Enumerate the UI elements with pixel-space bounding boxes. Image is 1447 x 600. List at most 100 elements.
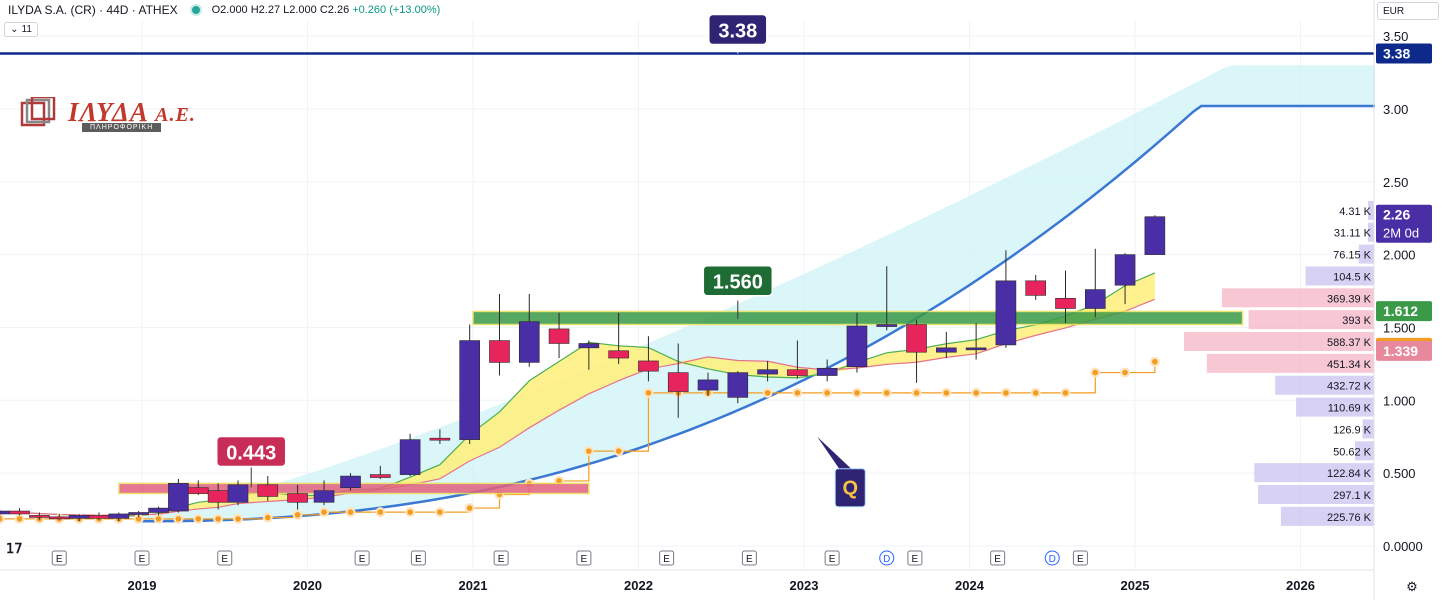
candle-body [1084,289,1106,309]
annotation-q[interactable]: Q [817,436,866,508]
candle[interactable] [1055,270,1076,324]
candle[interactable] [936,331,957,359]
volume-label: 369.39 K [1327,293,1372,305]
support-dot [556,478,562,484]
candle[interactable] [29,512,50,520]
price-label-box[interactable] [1376,43,1432,64]
candle[interactable] [108,512,130,522]
candle[interactable] [548,312,570,359]
marker-shape [1072,550,1088,566]
candle-body [168,483,189,512]
candle[interactable] [340,473,361,491]
candle[interactable] [518,293,540,367]
volume-label: 104.5 K [1333,271,1372,283]
earnings-marker[interactable]: E [907,550,923,566]
candle[interactable] [876,266,898,331]
candle[interactable] [399,433,421,477]
currency-selector[interactable]: EUR [1377,2,1439,20]
price-label-box[interactable] [1376,204,1432,243]
candle-body [846,325,868,368]
dividend-marker[interactable]: D [1044,550,1060,566]
earnings-marker[interactable]: E [741,550,757,566]
candle[interactable] [965,323,987,360]
candle[interactable] [787,340,808,379]
marker-text: E [221,554,228,565]
candle-body [667,372,689,392]
x-tick-label: 2022 [624,578,653,593]
volume-bar [1305,266,1374,286]
candle[interactable] [608,312,629,364]
price-label-text: 2.26 [1383,207,1410,223]
earnings-marker[interactable]: E [354,550,370,566]
candle-body [757,369,778,375]
candle[interactable] [667,343,689,418]
zone-1.560 [472,310,1244,326]
candle[interactable] [287,484,308,510]
volume-bar [1254,463,1374,483]
target-line-label[interactable]: 3.38 [708,13,768,46]
candle[interactable] [1114,253,1136,305]
candle[interactable] [489,293,510,376]
candle[interactable] [9,508,30,516]
gear-icon[interactable]: ⚙ [1406,579,1418,594]
candle-body [287,493,308,503]
candle[interactable] [313,480,335,506]
price-label-box[interactable] [1376,301,1432,322]
y-tick-label: 0.500 [1383,466,1416,481]
earnings-marker[interactable]: E [493,550,509,566]
zone-box[interactable] [472,310,1244,326]
earnings-marker[interactable]: E [410,550,426,566]
candle[interactable] [816,359,838,382]
candle[interactable] [638,336,659,382]
volume-label: 31.11 K [1334,228,1372,240]
tradingview-logo[interactable]: 𝟣𝟩 [6,542,23,557]
zone-label-0443[interactable]: 0.443 [215,435,287,468]
earnings-marker[interactable]: E [51,550,67,566]
earnings-marker[interactable]: E [824,550,840,566]
candle[interactable] [1025,274,1046,300]
volume-label: 122.84 K [1327,468,1372,480]
candle[interactable] [757,360,778,382]
candle-body [608,350,629,359]
marker-text: E [829,554,836,565]
candle[interactable] [370,465,391,479]
zone-label-1560[interactable]: 1.560 [702,264,774,297]
candle[interactable] [906,320,927,383]
marker-shape [217,550,233,566]
candle[interactable] [227,480,249,506]
candle[interactable] [128,511,149,517]
indicators-toggle-button[interactable]: ⌄ 11 [4,22,38,37]
y-tick-label: 1.000 [1383,393,1416,408]
marker-shape [576,550,592,566]
support-dot [135,516,142,522]
earnings-marker[interactable]: E [1072,550,1088,566]
marker-shape [410,550,426,566]
dividend-marker[interactable]: D [879,550,895,566]
candle[interactable] [168,478,189,513]
candle[interactable] [429,429,451,445]
volume-label: 297.1 K [1333,490,1372,502]
marker-shape [824,550,840,566]
candle[interactable] [846,312,868,373]
earnings-marker[interactable]: E [217,550,233,566]
candle[interactable] [995,250,1017,348]
earnings-marker[interactable]: E [990,550,1006,566]
x-tick-label: 2024 [955,578,985,593]
price-label-box[interactable] [1376,340,1432,361]
candle[interactable] [1084,248,1106,318]
candle[interactable] [727,371,749,404]
candle[interactable] [1144,215,1166,255]
candle[interactable] [697,372,719,396]
candle-body [816,367,838,376]
candle-body [227,484,249,503]
candle[interactable] [459,324,480,445]
earnings-marker[interactable]: E [134,550,150,566]
symbol-title[interactable]: ILYDA S.A. (CR) · 44D · ATHEX [8,3,178,17]
support-dot [1152,358,1158,365]
earnings-marker[interactable]: E [576,550,592,566]
candle-body [399,439,421,475]
candle[interactable] [578,340,600,370]
earnings-marker[interactable]: E [659,550,675,566]
candle[interactable] [257,476,279,501]
